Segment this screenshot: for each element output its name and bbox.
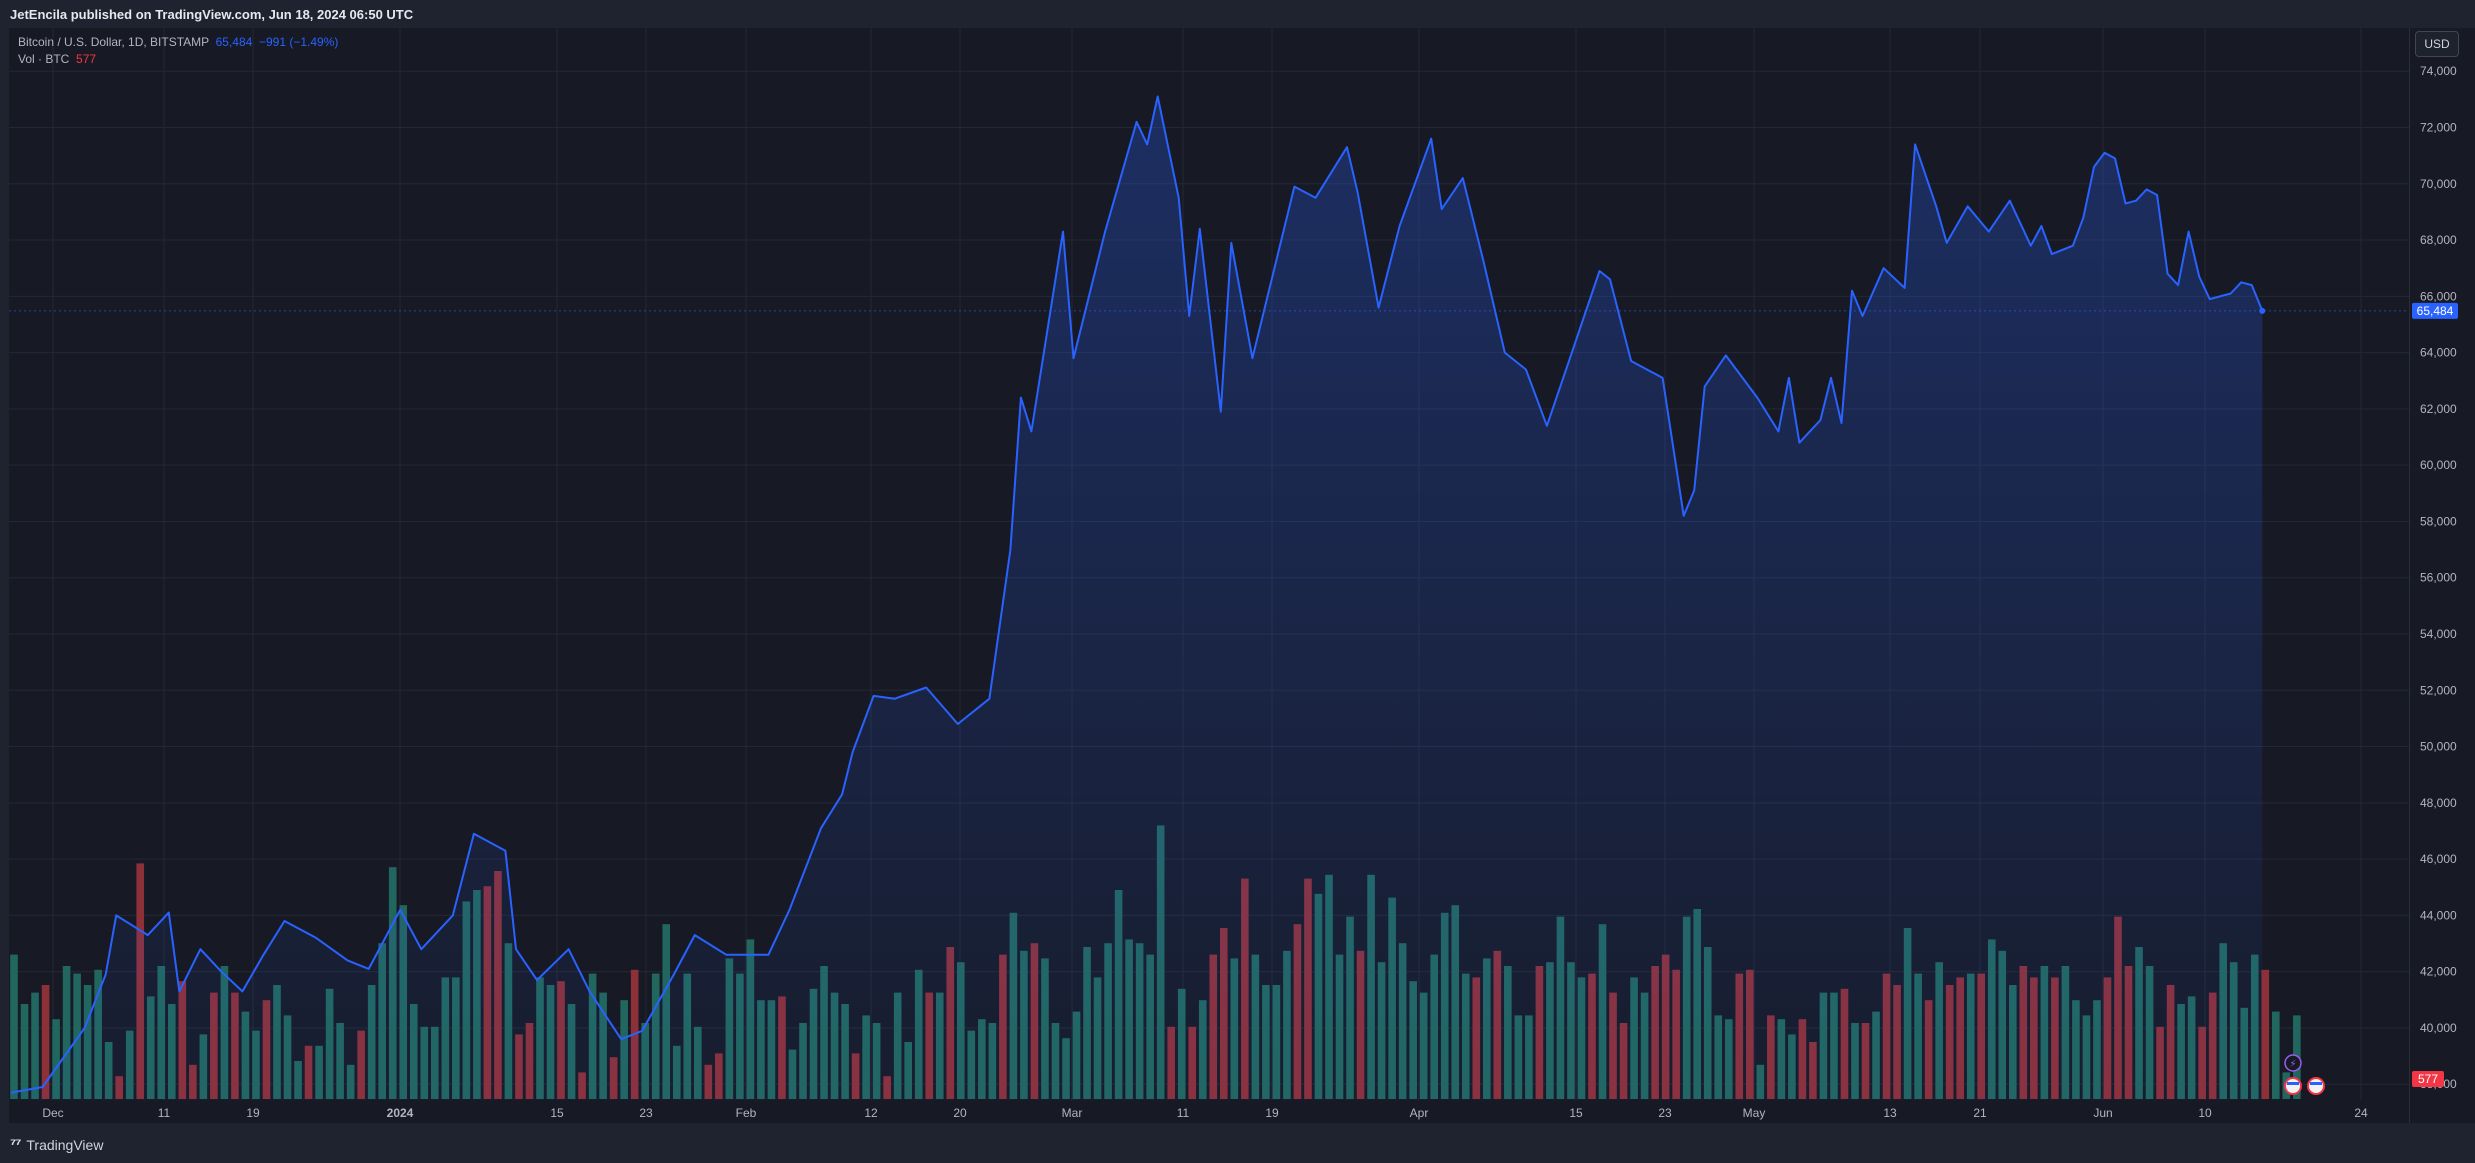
y-tick-label: 54,000 [2420, 627, 2457, 641]
x-tick-label: 24 [2354, 1106, 2368, 1120]
x-tick-label: Dec [42, 1106, 63, 1120]
x-tick-label: 13 [1883, 1106, 1897, 1120]
publish-info: JetEncila published on TradingView.com, … [10, 7, 414, 22]
y-tick-label: 60,000 [2420, 458, 2457, 472]
volume-row: Vol · BTC 577 [18, 51, 338, 68]
x-tick-label: 15 [550, 1106, 564, 1120]
x-tick-label: 20 [953, 1106, 967, 1120]
y-tick-label: 72,000 [2420, 120, 2457, 134]
x-tick-label: Jun [2093, 1106, 2112, 1120]
y-tick-label: 42,000 [2420, 965, 2457, 979]
bottom-bar [0, 1123, 2475, 1163]
x-tick-label: 19 [1265, 1106, 1279, 1120]
last-price-label: 65,484 [2417, 304, 2454, 318]
price-chart[interactable]: 38,00040,00042,00044,00046,00048,00050,0… [0, 0, 2475, 1123]
y-tick-label: 58,000 [2420, 514, 2457, 528]
tradingview-logo-icon: ⁷⁷ [10, 1136, 21, 1153]
legend-change: −991 (−1.49%) [259, 35, 339, 49]
x-tick-label: Apr [1410, 1106, 1429, 1120]
us-flag-stripe-2 [2310, 1082, 2322, 1085]
y-tick-label: 46,000 [2420, 852, 2457, 866]
x-tick-label: 10 [2198, 1106, 2212, 1120]
x-tick-label: 19 [246, 1106, 260, 1120]
volume-bar [62, 966, 71, 1099]
x-tick-label: 21 [1973, 1106, 1987, 1120]
us-flag-event-icon-2[interactable] [2307, 1077, 2325, 1095]
lightning-glyph: ⚡ [2289, 1059, 2296, 1070]
volume-bar [2261, 969, 2270, 1099]
volume-bar [10, 954, 18, 1099]
y-tick-label: 48,000 [2420, 796, 2457, 810]
top-bar: JetEncila published on TradingView.com, … [0, 0, 2475, 28]
y-tick-label: 52,000 [2420, 683, 2457, 697]
brand-name: TradingView [26, 1136, 104, 1153]
brand[interactable]: ⁷⁷ TradingView [10, 1136, 103, 1153]
y-tick-label: 62,000 [2420, 402, 2457, 416]
y-axis: 38,00040,00042,00044,00046,00048,00050,0… [2420, 64, 2457, 1091]
volume-bar [73, 973, 81, 1099]
event-icons: ⚡ [2284, 1054, 2325, 1095]
symbol-name[interactable]: Bitcoin / U.S. Dollar, 1D, BITSTAMP [18, 35, 209, 49]
y-tick-label: 40,000 [2420, 1021, 2457, 1035]
x-tick-label: 23 [639, 1106, 653, 1120]
y-tick-label: 44,000 [2420, 908, 2457, 922]
y-tick-label: 64,000 [2420, 346, 2457, 360]
volume-bar [20, 1004, 29, 1099]
x-tick-label: 11 [1177, 1106, 1190, 1120]
last-price-label-bg [2412, 302, 2458, 319]
x-tick-label: 23 [1658, 1106, 1672, 1120]
y-tick-label: 68,000 [2420, 233, 2457, 247]
x-axis: Dec 11 19 2024 15 23 Feb 12 20 Mar 11 19 Apr 15 23 May 1… [42, 1106, 2368, 1120]
y-tick-label: 74,000 [2420, 64, 2457, 78]
x-tick-label: Feb [736, 1106, 757, 1120]
legend-price: 65,484 [215, 35, 253, 49]
price-line [10, 95, 2264, 1094]
price-area [11, 96, 2263, 1100]
y-tick-label: 50,000 [2420, 740, 2457, 754]
last-volume-label-bg [2412, 1071, 2444, 1087]
price-scale[interactable] [2409, 28, 2475, 1123]
chart-legend: Bitcoin / U.S. Dollar, 1D, BITSTAMP 65,4… [18, 34, 338, 68]
volume-bar [52, 1019, 60, 1099]
y-tick-label: 66,000 [2420, 289, 2457, 303]
us-flag-stripe [2287, 1082, 2299, 1085]
y-tick-label: 56,000 [2420, 571, 2457, 585]
x-tick-label: 11 [158, 1106, 171, 1120]
symbol-row: Bitcoin / U.S. Dollar, 1D, BITSTAMP 65,4… [18, 34, 338, 51]
x-tick-label: 15 [1569, 1106, 1583, 1120]
x-tick-label: 12 [864, 1106, 878, 1120]
scale-labels: 65,484 577 [2412, 302, 2458, 1087]
last-volume-label: 577 [2418, 1072, 2438, 1086]
us-flag-event-icon[interactable] [2284, 1077, 2302, 1095]
x-tick-label: May [1743, 1106, 1766, 1120]
volume-bar [31, 992, 39, 1099]
last-price-dot [2259, 307, 2266, 314]
lightning-event-icon[interactable] [2284, 1054, 2302, 1072]
x-tick-label: 2024 [387, 1106, 414, 1120]
volume-label[interactable]: Vol · BTC [18, 52, 70, 66]
volume-value: 577 [76, 52, 97, 66]
volume-bar [41, 985, 50, 1099]
currency-button[interactable]: USD [2415, 31, 2459, 57]
y-tick-label: 70,000 [2420, 177, 2457, 191]
x-tick-label: Mar [1062, 1106, 1083, 1120]
volume-bar [2272, 1011, 2280, 1099]
